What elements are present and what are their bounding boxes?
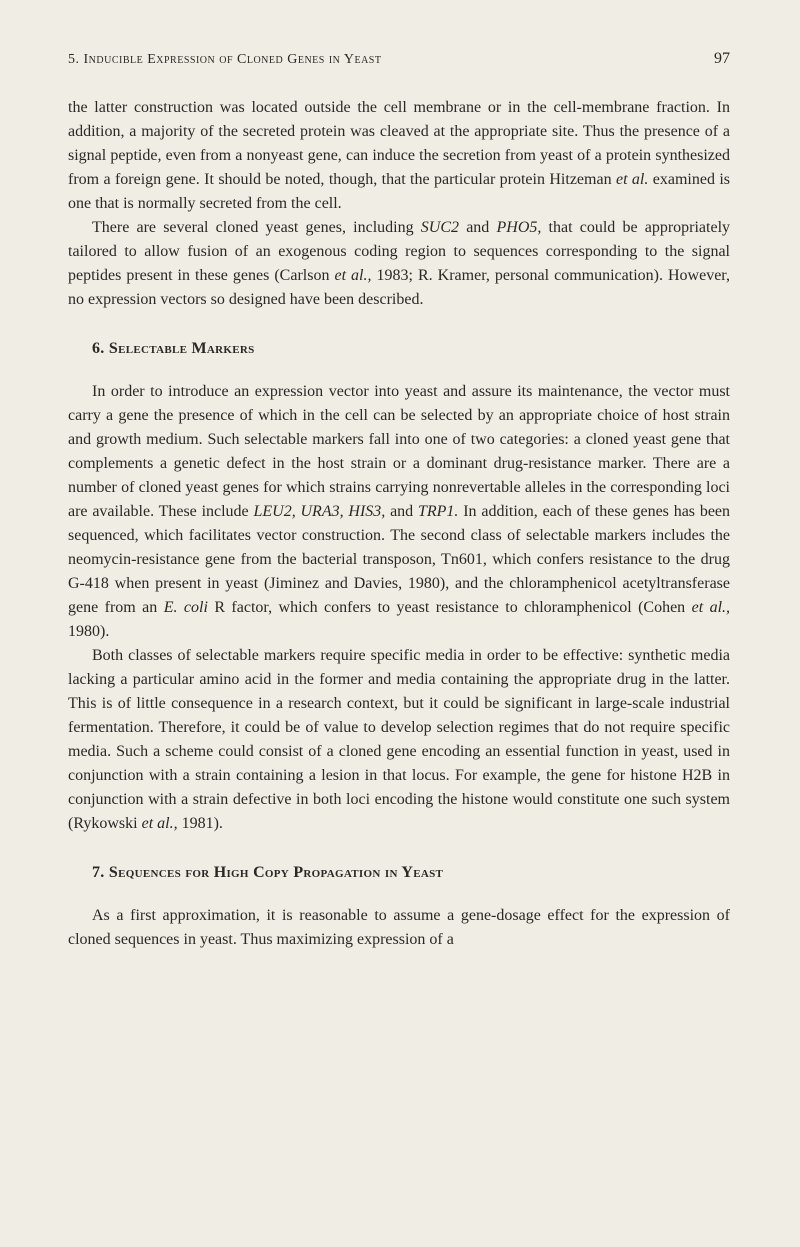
text: There are several cloned yeast genes, in… [92,219,421,236]
italic-text: SUC2 [421,219,459,236]
text: 1980). [68,623,109,640]
section-7-paragraph-1: As a first approximation, it is reasonab… [68,904,730,952]
section-6-paragraph-2: Both classes of selectable markers requi… [68,644,730,836]
section-6-paragraph-1: In order to introduce an expression vect… [68,380,730,644]
intro-section: the latter construction was located outs… [68,96,730,312]
running-title: 5. Inducible Expression of Cloned Genes … [68,52,381,68]
text: Both classes of selectable markers requi… [68,647,730,832]
italic-text: LEU2, URA3, HIS3, [253,503,385,520]
section-6-heading: 6. Selectable Markers [68,340,730,358]
italic-text: et al., [142,815,178,832]
section-7: As a first approximation, it is reasonab… [68,904,730,952]
intro-paragraph-2: There are several cloned yeast genes, in… [68,216,730,312]
text: and [459,219,496,236]
page-header: 5. Inducible Expression of Cloned Genes … [68,50,730,68]
text: 1981). [178,815,223,832]
page-number: 97 [714,50,730,68]
text: R factor, which confers to yeast resista… [208,599,692,616]
text: In order to introduce an expression vect… [68,383,730,520]
italic-text: TRP1. [418,503,458,520]
intro-paragraph-1: the latter construction was located outs… [68,96,730,216]
italic-text: et al., [334,267,371,284]
section-6: In order to introduce an expression vect… [68,380,730,836]
text: As a first approximation, it is reasonab… [68,907,730,948]
italic-text: PHO5, [496,219,541,236]
text: and [385,503,418,520]
section-7-heading: 7. Sequences for High Copy Propagation i… [68,864,730,882]
italic-text: E. coli [164,599,208,616]
italic-text: et al. [616,171,648,188]
italic-text: et al., [692,599,730,616]
